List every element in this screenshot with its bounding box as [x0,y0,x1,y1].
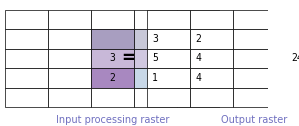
FancyBboxPatch shape [233,88,276,107]
FancyBboxPatch shape [5,49,48,68]
Text: 4: 4 [195,73,201,83]
FancyBboxPatch shape [276,88,299,107]
FancyBboxPatch shape [91,88,134,107]
FancyBboxPatch shape [134,88,177,107]
FancyBboxPatch shape [147,68,190,88]
FancyBboxPatch shape [233,29,276,49]
FancyBboxPatch shape [91,68,134,88]
Text: 2: 2 [109,73,115,83]
Text: 2: 2 [195,34,201,44]
FancyBboxPatch shape [48,29,91,49]
FancyBboxPatch shape [147,10,190,29]
FancyBboxPatch shape [190,10,233,29]
FancyBboxPatch shape [177,68,219,88]
FancyBboxPatch shape [91,29,134,49]
Text: 1: 1 [152,73,158,83]
FancyBboxPatch shape [276,29,299,49]
FancyBboxPatch shape [190,49,233,68]
FancyBboxPatch shape [177,88,219,107]
FancyBboxPatch shape [91,10,134,29]
FancyBboxPatch shape [48,10,91,29]
Text: Input processing raster: Input processing raster [56,115,169,124]
Text: 4: 4 [195,53,201,64]
FancyBboxPatch shape [134,29,177,49]
FancyBboxPatch shape [91,49,134,68]
FancyBboxPatch shape [134,68,177,88]
FancyBboxPatch shape [5,29,48,49]
FancyBboxPatch shape [147,29,190,49]
FancyBboxPatch shape [190,29,233,49]
FancyBboxPatch shape [276,10,299,29]
FancyBboxPatch shape [147,88,190,107]
FancyBboxPatch shape [48,49,91,68]
Text: =: = [121,50,135,68]
FancyBboxPatch shape [233,49,276,68]
Text: 24: 24 [291,53,299,64]
FancyBboxPatch shape [134,10,177,29]
FancyBboxPatch shape [147,49,190,68]
Text: 3: 3 [152,34,158,44]
FancyBboxPatch shape [48,68,91,88]
FancyBboxPatch shape [134,49,177,68]
FancyBboxPatch shape [233,68,276,88]
FancyBboxPatch shape [190,88,233,107]
FancyBboxPatch shape [5,68,48,88]
FancyBboxPatch shape [5,88,48,107]
FancyBboxPatch shape [177,49,219,68]
Text: 3: 3 [109,53,115,64]
FancyBboxPatch shape [190,68,233,88]
Text: 5: 5 [152,53,158,64]
Text: Output raster: Output raster [221,115,287,124]
FancyBboxPatch shape [48,88,91,107]
FancyBboxPatch shape [177,29,219,49]
FancyBboxPatch shape [276,49,299,68]
FancyBboxPatch shape [5,10,48,29]
FancyBboxPatch shape [276,68,299,88]
FancyBboxPatch shape [177,10,219,29]
FancyBboxPatch shape [233,10,276,29]
